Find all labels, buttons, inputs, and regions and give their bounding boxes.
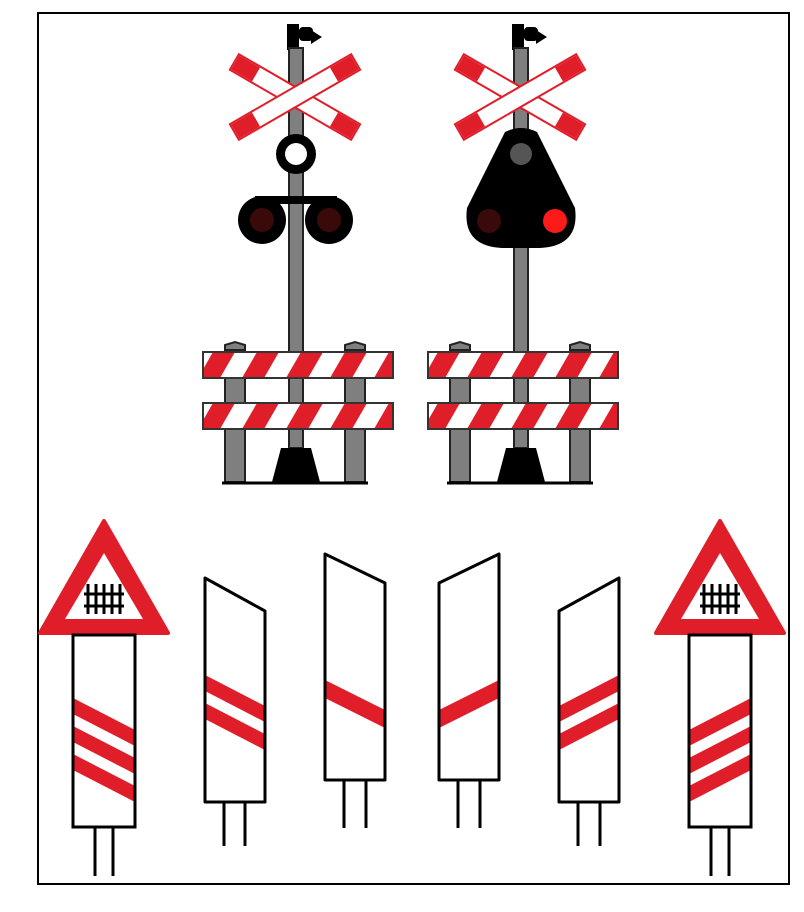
red-lamp-left-icon: [238, 196, 286, 244]
countdown-beacon-6: [654, 519, 786, 876]
countdown-beacon-5: [557, 576, 621, 846]
red-lamp-on-icon: [543, 209, 567, 233]
triangular-lamp-head: [466, 128, 576, 248]
gray-lamp-icon: [510, 143, 532, 165]
st-andrews-cross-icon: [228, 52, 362, 142]
countdown-beacon-1: [38, 519, 170, 876]
warning-triangle-rail-icon: [38, 519, 170, 635]
striped-barrier-lower: [202, 402, 394, 430]
level-crossing-signal-right: [427, 24, 619, 485]
striped-barrier-upper: [202, 351, 394, 379]
striped-barrier-upper: [427, 351, 619, 379]
red-lamp-off-icon: [477, 209, 501, 233]
mast-top-marker-icon: [287, 24, 322, 50]
level-crossing-signal-left: [202, 24, 394, 485]
striped-barrier-lower: [427, 402, 619, 430]
mast-top-marker-icon: [512, 24, 547, 50]
frame-border: [37, 12, 790, 885]
warning-triangle-rail-icon: [654, 519, 786, 635]
lamp-crossbar: [255, 196, 337, 204]
countdown-beacon-4: [437, 552, 501, 828]
countdown-beacon-2: [203, 576, 267, 846]
countdown-beacon-3: [323, 552, 387, 828]
red-lamp-right-icon: [305, 196, 353, 244]
st-andrews-cross-icon: [453, 52, 587, 142]
barrier-frame: [447, 340, 593, 485]
